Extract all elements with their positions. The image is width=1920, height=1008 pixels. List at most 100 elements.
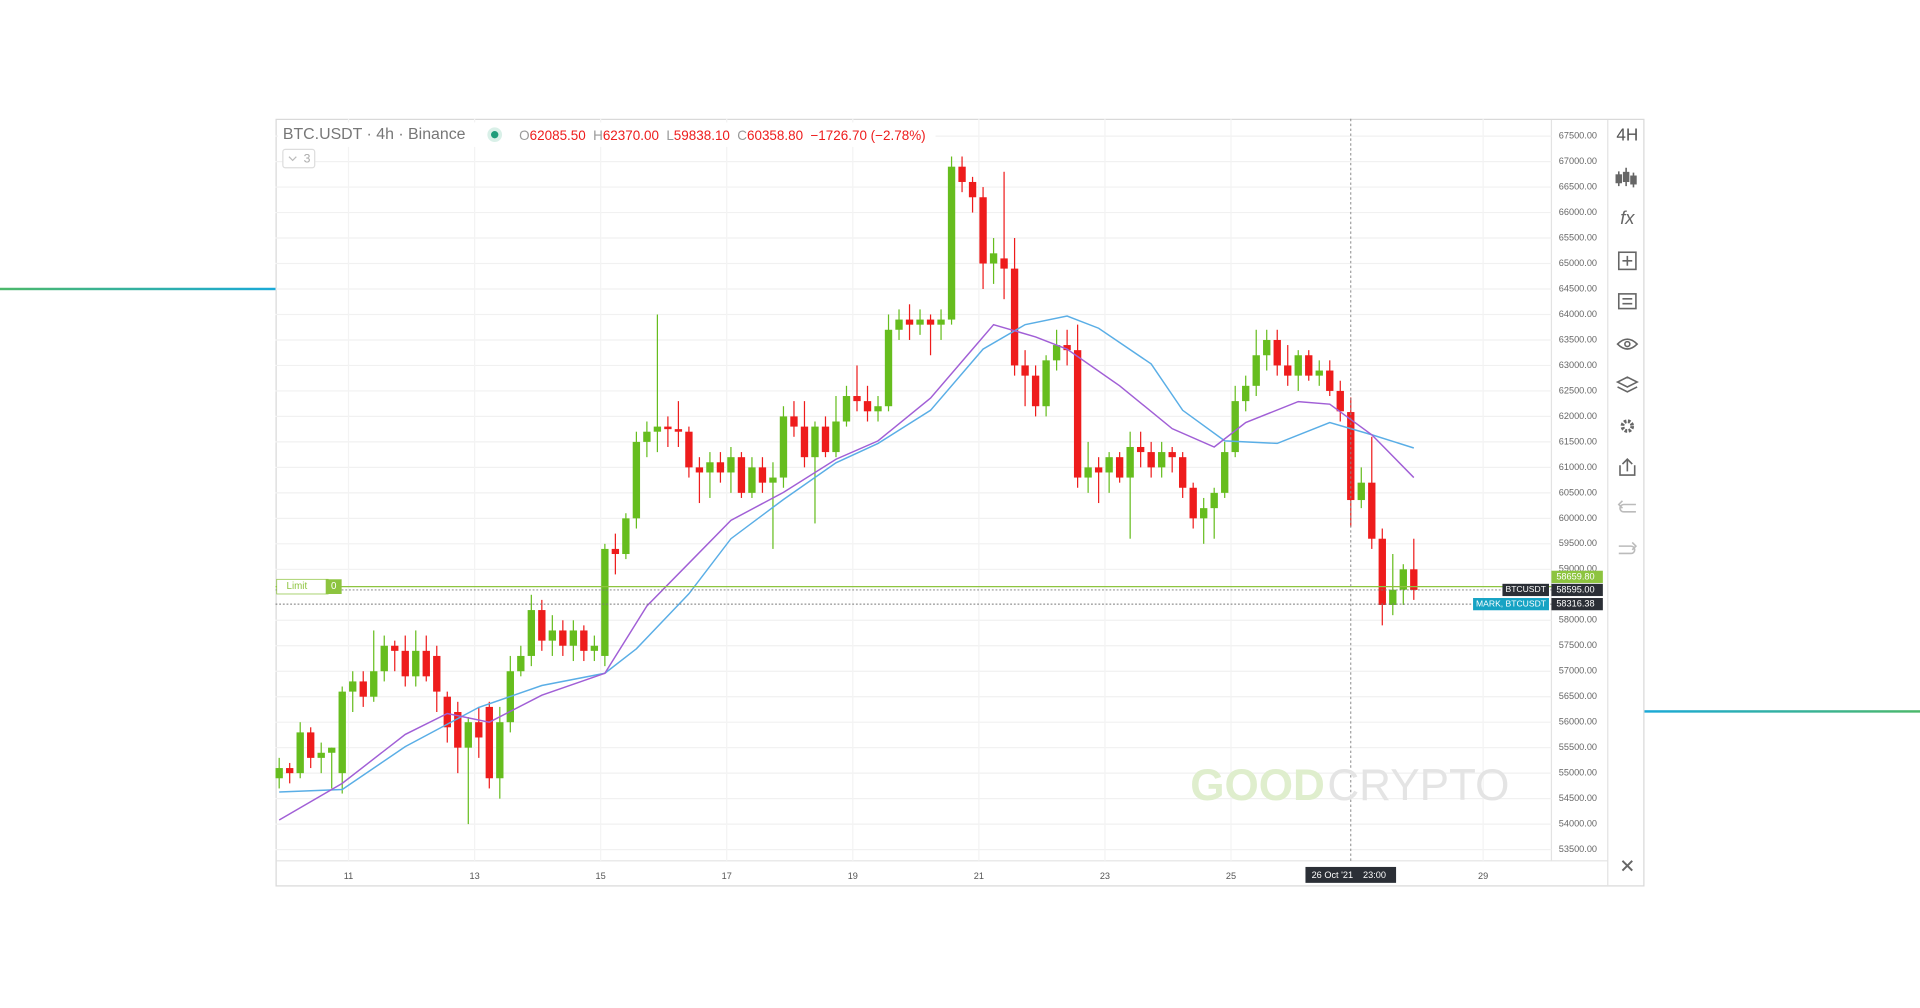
candle-body — [307, 732, 315, 758]
eye-icon[interactable] — [1616, 338, 1639, 350]
limit-price: 58659.80 — [1556, 571, 1594, 581]
candle-body — [947, 166, 956, 320]
y-tick-label: 59500.00 — [1559, 538, 1597, 548]
candle-body — [1147, 452, 1155, 468]
candle-body — [790, 416, 798, 427]
x-tick-label: 19 — [848, 871, 858, 881]
candle-body — [1094, 467, 1103, 473]
candle-body — [706, 462, 714, 473]
price-tag — [1473, 598, 1549, 611]
candle-body — [475, 722, 483, 738]
candle-body — [317, 752, 325, 758]
y-tick-label: 62000.00 — [1559, 411, 1597, 421]
candle-body — [1200, 508, 1208, 519]
candle-body — [895, 319, 903, 330]
x-tick-label: 25 — [1226, 871, 1236, 881]
limit-name: Limit — [287, 581, 308, 592]
symbol: BTC.USDT · 4h · Binance — [283, 126, 466, 143]
candle-body — [559, 630, 567, 646]
candle-body — [1031, 375, 1040, 407]
y-tick-label: 66500.00 — [1559, 181, 1597, 191]
price-label: 58316.38 — [1556, 599, 1594, 609]
ohlc-label: O — [519, 127, 529, 142]
candle-body — [1336, 390, 1344, 412]
watermark: GOOD CRYPTO — [1190, 761, 1509, 810]
toolbar: 4H fx — [1615, 124, 1639, 872]
close-icon[interactable] — [1621, 860, 1633, 872]
layers-icon[interactable] — [1615, 376, 1639, 393]
y-tick-label: 54500.00 — [1559, 793, 1597, 803]
candle-body — [1000, 258, 1008, 269]
candle-body — [989, 253, 998, 264]
y-tick-label: 67500.00 — [1559, 131, 1597, 141]
candle-body — [590, 645, 599, 651]
candle-body — [664, 426, 672, 430]
candle-body — [454, 712, 462, 748]
candle-body — [632, 441, 641, 519]
y-tick-label: 63500.00 — [1559, 334, 1597, 344]
candle-body — [937, 319, 945, 325]
candle-body — [1157, 452, 1166, 468]
candle-body — [1168, 452, 1176, 458]
settings-icon[interactable] — [1620, 419, 1635, 433]
compare-icon — [1622, 297, 1633, 305]
candle-body — [821, 426, 830, 453]
candle-body — [1399, 569, 1407, 590]
candle-body — [853, 396, 861, 402]
y-tick-label: 62500.00 — [1559, 385, 1597, 395]
price-box — [1551, 583, 1603, 597]
compare-icon[interactable] — [1617, 293, 1637, 310]
y-tick-label: 56500.00 — [1559, 691, 1597, 701]
undo-icon[interactable] — [1617, 500, 1636, 513]
candle-body — [874, 406, 882, 412]
ohlc-label: H — [593, 127, 603, 142]
candle-body — [769, 477, 777, 483]
y-tick-label: 56000.00 — [1559, 717, 1597, 727]
draw-icon[interactable] — [1617, 251, 1637, 271]
candle-body — [1315, 370, 1323, 376]
crosshair-label-box — [1305, 866, 1397, 883]
candles-icon — [1615, 174, 1623, 184]
chevron — [288, 156, 297, 162]
ohlc-label: C — [737, 127, 747, 142]
price-tag-name: BTCUSDT — [1505, 584, 1546, 594]
candle-body — [1368, 482, 1376, 539]
candle-body — [338, 691, 346, 774]
candle-body — [748, 467, 756, 493]
candle-body — [905, 319, 914, 325]
status-dot — [491, 131, 499, 139]
x-tick-label: 17 — [722, 871, 732, 881]
ohlc-value: 60358.80 — [747, 127, 803, 142]
draw-icon — [1622, 255, 1633, 266]
timeframe[interactable]: 4H — [1616, 124, 1638, 144]
chart-frame — [275, 118, 1645, 887]
candle-body — [275, 768, 283, 779]
change: −1726.70 (−2.78%) — [810, 127, 925, 142]
share-icon[interactable] — [1619, 458, 1636, 476]
candle-body — [296, 732, 304, 774]
candle-body — [412, 650, 420, 677]
y-tick-label: 66000.00 — [1559, 207, 1597, 217]
indicator-toggle[interactable]: 3 — [282, 148, 316, 169]
redo-icon[interactable] — [1618, 541, 1638, 555]
y-tick-label: 57500.00 — [1559, 640, 1597, 650]
decor-line — [0, 287, 276, 291]
candle-body — [811, 426, 819, 458]
candle-body — [1136, 446, 1145, 453]
candle-body — [1284, 365, 1292, 376]
indicator-box[interactable] — [282, 148, 316, 169]
y-tick-label: 61000.00 — [1559, 462, 1597, 472]
candle-body — [538, 610, 546, 641]
candle-body — [1294, 355, 1302, 376]
crosshair-time: 23:00 — [1363, 870, 1386, 880]
candle-body — [1221, 452, 1229, 493]
candle-body — [548, 630, 557, 641]
crosshair-date: 26 Oct '21 — [1312, 870, 1354, 880]
candle-body — [979, 197, 987, 264]
fx-icon[interactable]: fx — [1620, 207, 1635, 228]
candle-body — [1326, 370, 1334, 391]
candles-icon — [1630, 175, 1637, 185]
watermark-left: GOOD — [1190, 761, 1325, 810]
candle-body — [916, 319, 924, 325]
